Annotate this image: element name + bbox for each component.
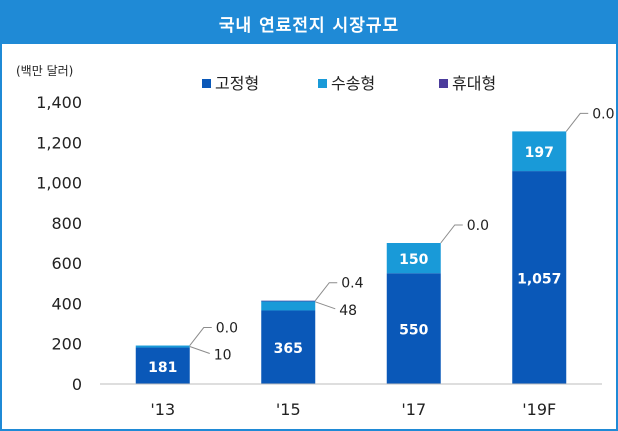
legend-swatch	[318, 79, 327, 88]
y-tick-label: 1,400	[36, 93, 82, 112]
bar-value-label: 0.0	[216, 321, 238, 337]
bar-segment	[135, 347, 190, 384]
bar-segment	[386, 273, 441, 384]
y-tick-label: 200	[51, 335, 82, 354]
bar-segment	[261, 300, 316, 302]
legend: 고정형 수송형 휴대형	[202, 74, 496, 93]
leader-line	[189, 327, 212, 346]
bar-value-label: 150	[399, 252, 428, 268]
bar-value-label: 0.0	[592, 106, 614, 122]
bar-segment	[512, 131, 567, 172]
bar-value-label: 48	[339, 303, 357, 319]
legend-label: 고정형	[215, 74, 259, 93]
bar-value-label: 197	[525, 145, 554, 161]
y-tick-label: 1,000	[36, 174, 82, 193]
y-tick-label: 600	[51, 254, 82, 273]
bar-value-label: 1,057	[517, 272, 561, 288]
x-tick-label: '13	[150, 400, 175, 419]
bars: 181 10 0.0 365 48 0.4 550 150 0.0 1,057 197 0.0	[135, 106, 615, 384]
y-axis: 0 200 400 600 800 1,000 1,200 1,400	[36, 93, 82, 394]
y-tick-label: 800	[51, 214, 82, 233]
legend-item: 수송형	[318, 74, 375, 93]
x-axis: '13 '15 '17 '19F	[100, 383, 602, 419]
y-tick-label: 400	[51, 294, 82, 313]
bar-value-label: 181	[148, 360, 177, 376]
bar-value-label: 10	[214, 348, 232, 364]
legend-swatch	[439, 79, 448, 88]
bar-segment	[135, 345, 190, 348]
y-tick-label: 0	[72, 375, 82, 394]
legend-swatch	[202, 79, 211, 88]
unit-label: (백만 달러)	[16, 64, 73, 78]
bar-segment	[386, 243, 441, 274]
bar-value-label: 365	[274, 341, 303, 357]
bar-value-label: 0.4	[341, 276, 363, 292]
x-tick-label: '17	[401, 400, 426, 419]
bar-value-label: 0.0	[467, 218, 489, 234]
legend-label: 휴대형	[452, 74, 496, 93]
bar-segment	[261, 300, 316, 311]
bar-segment	[512, 171, 567, 384]
chart-title: 국내 연료전지 시장규모	[2, 2, 616, 44]
bar-segment	[261, 310, 316, 384]
legend-item: 고정형	[202, 74, 259, 93]
leader-line	[315, 301, 336, 310]
leader-line	[189, 346, 210, 354]
legend-label: 수송형	[331, 74, 375, 93]
leader-line	[314, 282, 338, 302]
leader-line	[565, 112, 589, 132]
leader-line	[440, 224, 463, 244]
y-tick-label: 1,200	[36, 133, 82, 152]
x-tick-label: '15	[276, 400, 301, 419]
x-tick-label: '19F	[522, 400, 556, 419]
legend-item: 휴대형	[439, 74, 496, 93]
bar-value-label: 550	[399, 323, 428, 339]
